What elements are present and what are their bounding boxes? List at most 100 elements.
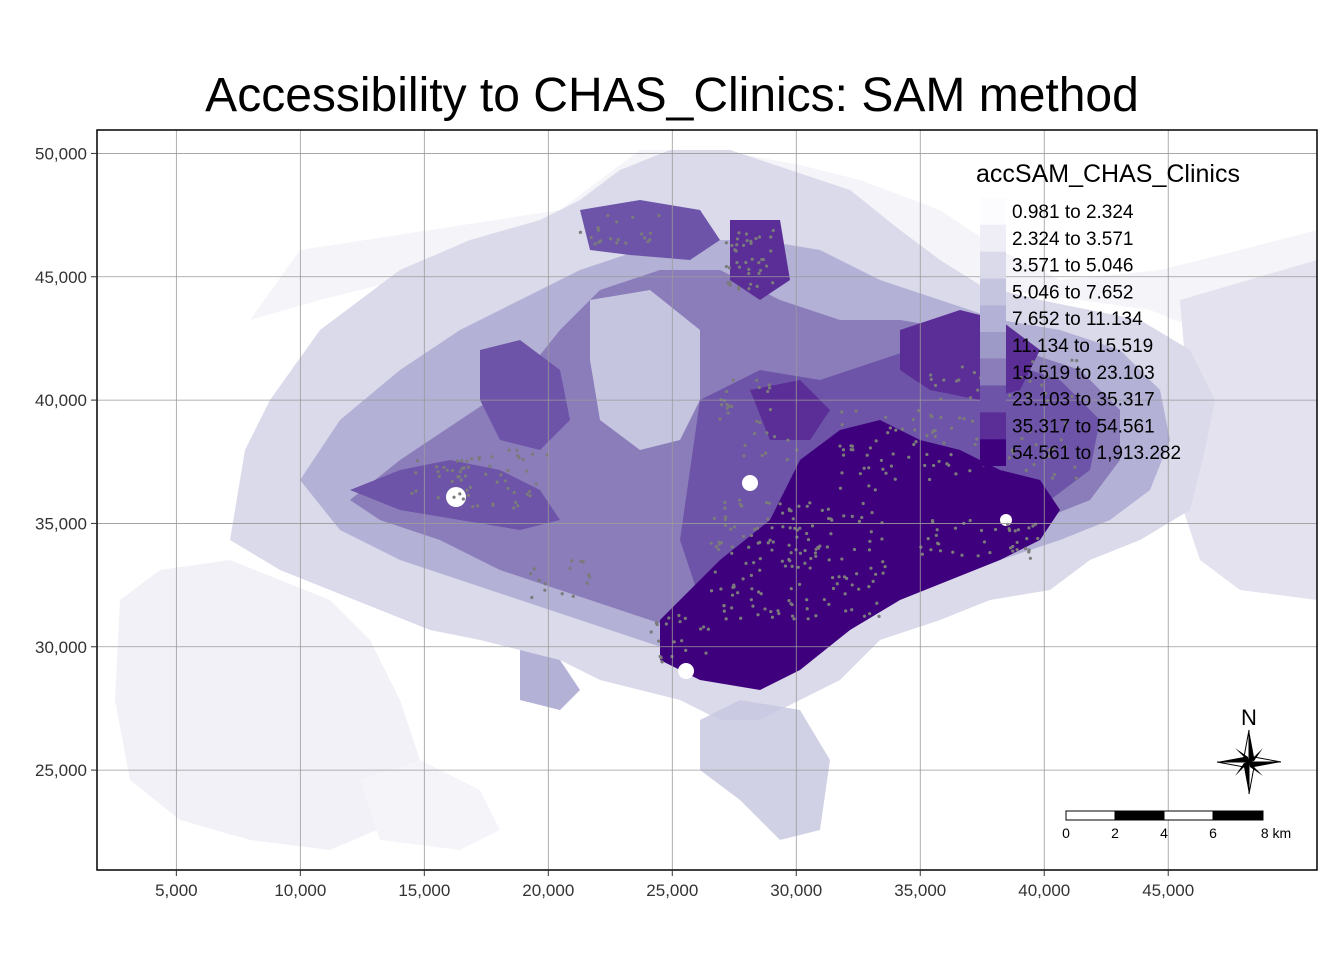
west-coast-islet xyxy=(520,650,580,710)
clinic-point xyxy=(870,510,874,515)
clinic-point xyxy=(926,537,930,541)
clinic-point xyxy=(958,416,962,420)
clinic-point xyxy=(458,492,462,496)
clinic-point xyxy=(414,489,418,493)
clinic-point xyxy=(925,433,929,438)
clinic-point xyxy=(884,471,888,475)
x-tick-label: 25,000 xyxy=(646,881,698,900)
clinic-point xyxy=(829,532,833,536)
clinic-point xyxy=(867,484,871,488)
clinic-point xyxy=(757,235,762,239)
clinic-point xyxy=(615,220,619,224)
clinic-point xyxy=(760,257,764,262)
clinic-point xyxy=(771,281,775,285)
clinic-point xyxy=(849,444,853,448)
map-content xyxy=(97,130,1317,870)
clinic-point xyxy=(975,437,979,441)
y-axis: 25,000 30,000 35,000 40,000 45,000 50,000 xyxy=(35,144,97,780)
clinic-point xyxy=(790,614,795,618)
clinic-point xyxy=(664,622,668,626)
clinic-point xyxy=(787,543,791,547)
clinic-point xyxy=(798,526,802,530)
clinic-point xyxy=(723,517,727,522)
clinic-point xyxy=(818,544,822,548)
clinic-point xyxy=(727,404,731,408)
clinic-point xyxy=(942,441,946,445)
graticule xyxy=(97,130,1317,870)
clinic-point xyxy=(840,410,844,414)
legend-swatch xyxy=(980,385,1006,413)
clinic-point xyxy=(827,558,831,562)
clinic-point xyxy=(1074,476,1078,480)
clinic-point xyxy=(1020,436,1024,441)
legend-swatch xyxy=(980,305,1006,332)
clinic-point xyxy=(1028,379,1032,383)
clinic-point xyxy=(814,554,818,558)
clinic-point xyxy=(706,627,710,631)
clinic-point xyxy=(672,640,676,644)
clinic-point xyxy=(1015,540,1019,545)
clinic-point xyxy=(765,431,769,435)
clinic-point xyxy=(988,550,992,555)
clinic-point xyxy=(840,557,844,561)
clinic-point xyxy=(731,378,735,382)
clinic-point xyxy=(570,559,574,563)
x-tick-label: 10,000 xyxy=(274,881,326,900)
clinic-point xyxy=(459,478,463,482)
clinic-point xyxy=(871,579,875,583)
clinic-point xyxy=(780,559,784,563)
clinic-point xyxy=(747,545,751,549)
clinic-point xyxy=(806,538,811,542)
clinic-point xyxy=(724,241,728,245)
clinic-point xyxy=(753,527,757,531)
legend-swatch xyxy=(980,278,1006,306)
clinic-point xyxy=(789,551,793,555)
clinic-point xyxy=(1063,422,1068,426)
clinic-point xyxy=(830,518,834,522)
clinic-point xyxy=(744,232,749,236)
clinic-point xyxy=(883,564,887,569)
clinic-point xyxy=(741,534,746,539)
legend-swatch xyxy=(980,224,1006,252)
clinic-point xyxy=(797,582,802,586)
clinic-point xyxy=(631,215,635,219)
clinic-point xyxy=(942,378,946,382)
clinic-point xyxy=(767,501,772,505)
clinic-point xyxy=(585,581,589,585)
clinic-point xyxy=(755,419,759,423)
clinic-point xyxy=(726,411,730,415)
clinic-point xyxy=(805,531,809,536)
y-tick-label: 30,000 xyxy=(35,638,87,657)
clinic-point xyxy=(787,599,791,603)
clinic-point xyxy=(737,287,741,291)
clinic-point xyxy=(589,235,593,240)
clinic-point xyxy=(770,526,774,530)
clinic-point xyxy=(491,503,495,507)
clinic-point xyxy=(857,587,861,591)
clinic-point xyxy=(867,466,871,470)
clinic-point xyxy=(933,383,938,388)
clinic-point xyxy=(787,557,791,562)
clinic-point xyxy=(857,519,862,524)
clinic-point xyxy=(1070,394,1074,399)
clinic-point xyxy=(660,660,664,664)
clinic-point xyxy=(659,656,663,660)
clinic-point xyxy=(973,442,977,447)
clinic-point xyxy=(820,508,824,512)
clinic-point xyxy=(954,472,958,476)
clinic-point xyxy=(1027,548,1031,552)
clinic-point xyxy=(781,525,785,529)
clinic-point xyxy=(960,553,964,557)
clinic-point xyxy=(524,469,528,473)
clinic-point xyxy=(770,548,774,552)
legend-swatch xyxy=(980,412,1006,440)
clinic-point xyxy=(765,500,769,505)
clinic-point xyxy=(852,547,857,552)
compass-rose-icon xyxy=(1216,729,1282,795)
mid-core-zone xyxy=(750,380,830,440)
clinic-point xyxy=(842,514,846,518)
clinic-point xyxy=(875,601,879,605)
clinic-point xyxy=(530,452,535,456)
scale-label: 0 xyxy=(1062,825,1070,841)
clinic-point xyxy=(728,283,732,287)
